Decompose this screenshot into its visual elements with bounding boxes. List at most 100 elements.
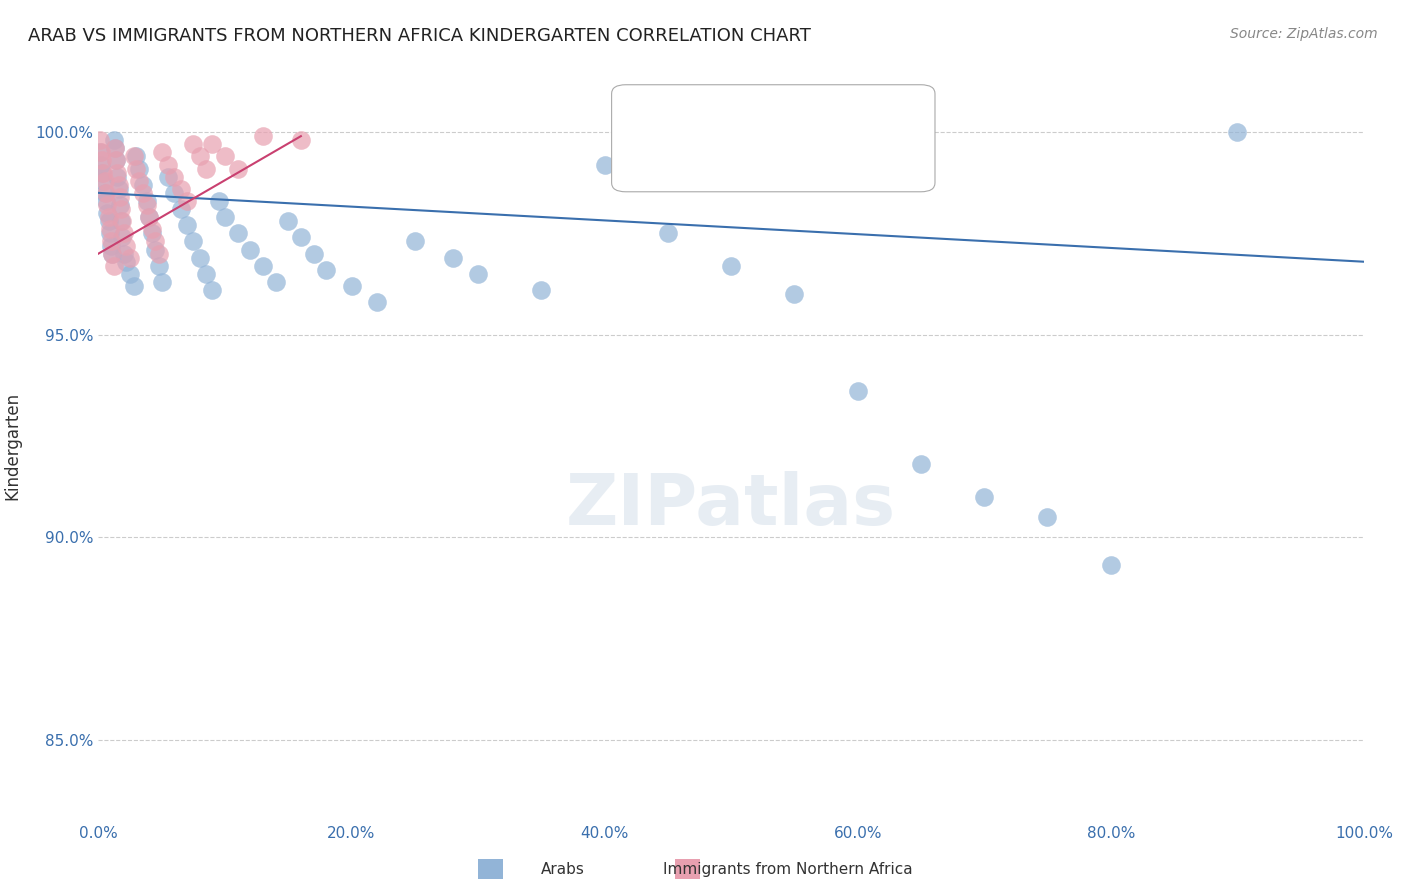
Point bbox=[98, 227, 121, 241]
Point bbox=[122, 279, 145, 293]
Point bbox=[128, 161, 150, 176]
Point bbox=[108, 190, 131, 204]
Point bbox=[128, 174, 150, 188]
Point bbox=[150, 145, 173, 160]
Point bbox=[94, 186, 117, 200]
Point bbox=[105, 153, 128, 168]
Point bbox=[201, 137, 224, 152]
Point bbox=[104, 141, 127, 155]
Point bbox=[239, 243, 262, 257]
Point bbox=[132, 186, 155, 200]
Point bbox=[201, 283, 224, 297]
Point bbox=[107, 169, 129, 184]
Text: ARAB VS IMMIGRANTS FROM NORTHERN AFRICA KINDERGARTEN CORRELATION CHART: ARAB VS IMMIGRANTS FROM NORTHERN AFRICA … bbox=[28, 27, 811, 45]
Point bbox=[194, 267, 218, 281]
Point bbox=[93, 166, 115, 180]
Point bbox=[89, 145, 111, 160]
Point bbox=[188, 251, 211, 265]
Point bbox=[115, 254, 138, 268]
Point bbox=[441, 251, 464, 265]
Point bbox=[110, 214, 132, 228]
Point bbox=[467, 267, 489, 281]
Point bbox=[101, 246, 124, 260]
Point bbox=[107, 182, 129, 196]
Point bbox=[530, 283, 553, 297]
Point bbox=[783, 287, 806, 301]
Point bbox=[125, 161, 148, 176]
Point bbox=[141, 227, 163, 241]
Point bbox=[120, 251, 141, 265]
Point bbox=[846, 384, 869, 399]
Point bbox=[91, 153, 114, 168]
Point bbox=[315, 262, 337, 277]
Point bbox=[157, 169, 180, 184]
Point bbox=[97, 210, 120, 224]
Point bbox=[973, 490, 995, 504]
Point bbox=[107, 166, 129, 180]
Point bbox=[93, 186, 117, 200]
Point bbox=[111, 214, 134, 228]
Point bbox=[290, 230, 312, 244]
Point bbox=[120, 267, 141, 281]
Point bbox=[176, 219, 198, 233]
Point bbox=[340, 279, 363, 293]
Point bbox=[94, 194, 117, 208]
Point bbox=[125, 149, 148, 163]
Point bbox=[1099, 558, 1122, 573]
Point bbox=[93, 174, 115, 188]
Y-axis label: Kindergarten: Kindergarten bbox=[4, 392, 21, 500]
Point bbox=[290, 133, 312, 147]
Point bbox=[148, 259, 170, 273]
Point bbox=[252, 129, 274, 144]
Point bbox=[163, 186, 186, 200]
Point bbox=[145, 235, 166, 249]
Point bbox=[194, 161, 218, 176]
Point bbox=[163, 169, 186, 184]
Point bbox=[112, 227, 135, 241]
Text: Arabs: Arabs bbox=[540, 863, 585, 877]
Point bbox=[135, 198, 157, 212]
Point bbox=[105, 153, 128, 168]
Point bbox=[89, 133, 111, 147]
Point bbox=[302, 246, 325, 260]
Point bbox=[1226, 125, 1249, 139]
Point bbox=[148, 246, 170, 260]
Point bbox=[277, 214, 299, 228]
Point bbox=[910, 457, 932, 471]
Point bbox=[226, 227, 249, 241]
Point bbox=[132, 178, 155, 192]
Point bbox=[176, 194, 198, 208]
Point bbox=[90, 157, 112, 171]
Text: Source: ZipAtlas.com: Source: ZipAtlas.com bbox=[1230, 27, 1378, 41]
Point bbox=[264, 275, 287, 289]
Point bbox=[110, 202, 132, 216]
Point bbox=[720, 259, 742, 273]
Point bbox=[122, 149, 145, 163]
Point bbox=[169, 182, 191, 196]
Point bbox=[226, 161, 249, 176]
Point bbox=[135, 194, 157, 208]
Text: ZIPatlas: ZIPatlas bbox=[567, 472, 896, 541]
Point bbox=[90, 145, 112, 160]
Point bbox=[100, 238, 122, 252]
Point bbox=[97, 214, 120, 228]
Point bbox=[104, 141, 127, 155]
Point bbox=[183, 137, 205, 152]
Point bbox=[100, 235, 122, 249]
Point bbox=[138, 210, 160, 224]
Point bbox=[169, 202, 191, 216]
Point bbox=[111, 230, 134, 244]
Point bbox=[183, 235, 205, 249]
Point bbox=[93, 174, 117, 188]
Text: Immigrants from Northern Africa: Immigrants from Northern Africa bbox=[662, 863, 912, 877]
Point bbox=[141, 222, 163, 236]
Point bbox=[112, 246, 135, 260]
Point bbox=[138, 210, 160, 224]
Point bbox=[366, 295, 388, 310]
Point bbox=[593, 157, 616, 171]
Point bbox=[214, 149, 236, 163]
Point bbox=[208, 194, 231, 208]
Text: R = -0.090    N = 66: R = -0.090 N = 66 bbox=[643, 107, 842, 125]
Point bbox=[657, 227, 679, 241]
Point bbox=[157, 157, 180, 171]
